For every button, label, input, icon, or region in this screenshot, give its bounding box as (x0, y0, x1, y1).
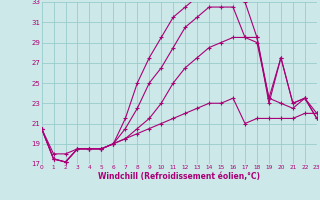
X-axis label: Windchill (Refroidissement éolien,°C): Windchill (Refroidissement éolien,°C) (98, 172, 260, 181)
